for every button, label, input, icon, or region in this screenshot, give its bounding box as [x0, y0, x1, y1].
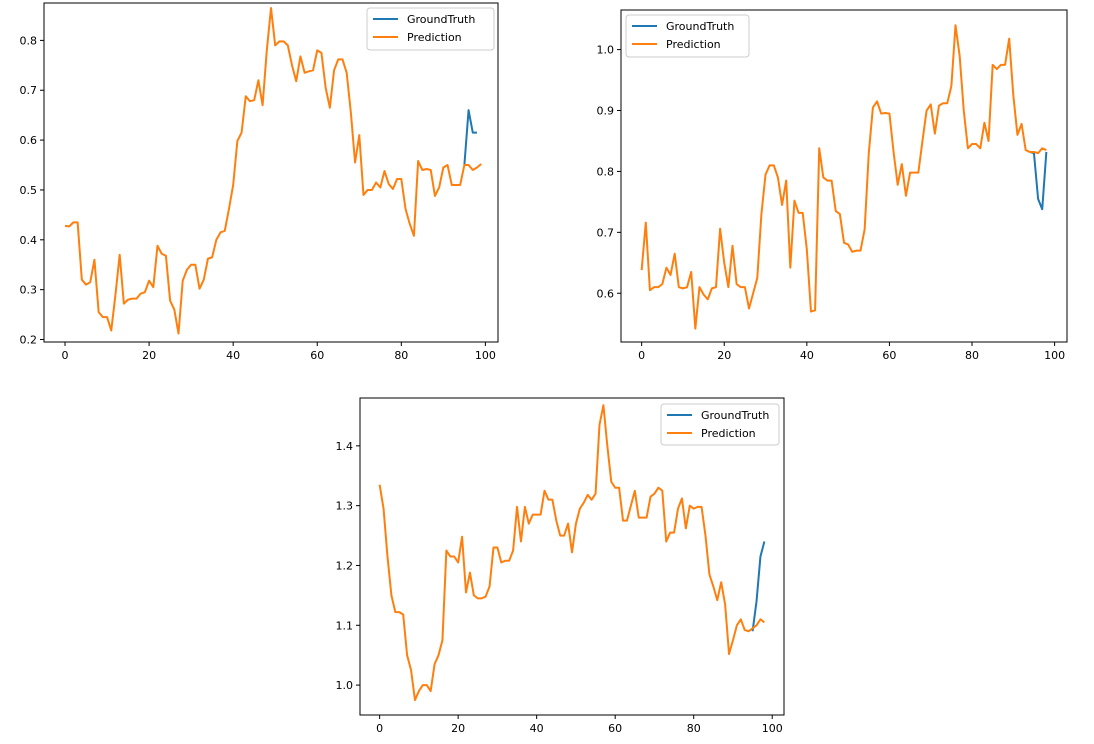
- x-tick-label: 100: [762, 722, 783, 735]
- legend-prediction-label: Prediction: [701, 427, 756, 440]
- y-tick-label: 0.2: [20, 334, 38, 347]
- prediction-series-line: [378, 404, 765, 702]
- y-tick-label: 0.8: [20, 34, 38, 47]
- x-tick-label: 20: [717, 349, 731, 362]
- prediction-series-line: [640, 24, 1047, 330]
- x-tick-label: 0: [62, 349, 69, 362]
- y-tick-label: 0.7: [597, 226, 615, 239]
- axes-frame: [43, 2, 499, 343]
- y-tick-label: 0.7: [20, 84, 38, 97]
- y-tick-label: 0.5: [20, 184, 38, 197]
- chart-panel-0: 0 20 40 60 80 100 0.2 0.3 0.4 0.5 0.6 0.7 0.8 GroundT…: [20, 2, 499, 362]
- legend: GroundTruth Prediction: [366, 7, 495, 51]
- legend-groundtruth-label: GroundTruth: [407, 13, 475, 26]
- x-tick-label: 80: [687, 722, 701, 735]
- y-tick-label: 1.3: [336, 500, 354, 513]
- x-tick-label: 0: [376, 722, 383, 735]
- y-tick-label: 1.1: [336, 619, 354, 632]
- y-tick-label: 1.4: [336, 440, 354, 453]
- y-tick-label: 0.4: [20, 234, 38, 247]
- y-tick-label: 1.0: [597, 44, 615, 57]
- chart-panel-1: 0 20 40 60 80 100 0.6 0.7 0.8 0.9 1.0 GroundTruth Pr…: [597, 9, 1068, 362]
- prediction-series-line: [64, 6, 482, 335]
- legend-groundtruth-label: GroundTruth: [666, 20, 734, 33]
- y-tick-label: 1.0: [336, 679, 354, 692]
- y-tick-label: 1.2: [336, 559, 354, 572]
- legend: GroundTruth Prediction: [660, 403, 780, 446]
- x-tick-label: 60: [310, 349, 324, 362]
- groundtruth-series-line: [751, 541, 766, 632]
- y-tick-label: 0.3: [20, 284, 38, 297]
- x-tick-label: 40: [226, 349, 240, 362]
- x-tick-label: 80: [394, 349, 408, 362]
- y-tick-label: 0.8: [597, 165, 615, 178]
- axes-frame: [620, 9, 1068, 343]
- x-tick-label: 20: [142, 349, 156, 362]
- legend-prediction-label: Prediction: [666, 38, 721, 51]
- groundtruth-series-line: [463, 109, 477, 166]
- legend-box: [366, 7, 495, 51]
- chart-panel-2: 0 20 40 60 80 100 1.0 1.1 1.2 1.3 1.4 GroundTruth Pr…: [336, 397, 785, 735]
- x-tick-label: 100: [475, 349, 496, 362]
- legend-groundtruth-label: GroundTruth: [701, 409, 769, 422]
- x-tick-label: 100: [1044, 349, 1065, 362]
- x-tick-label: 60: [608, 722, 622, 735]
- legend-prediction-label: Prediction: [407, 31, 462, 44]
- legend: GroundTruth Prediction: [625, 14, 750, 58]
- y-tick-label: 0.6: [20, 134, 38, 147]
- x-tick-label: 0: [638, 349, 645, 362]
- x-tick-label: 80: [965, 349, 979, 362]
- x-tick-label: 40: [800, 349, 814, 362]
- axes-frame: [359, 397, 785, 716]
- x-tick-label: 20: [451, 722, 465, 735]
- x-tick-label: 40: [530, 722, 544, 735]
- x-tick-label: 60: [882, 349, 896, 362]
- y-tick-label: 0.9: [597, 105, 615, 118]
- y-tick-label: 0.6: [597, 287, 615, 300]
